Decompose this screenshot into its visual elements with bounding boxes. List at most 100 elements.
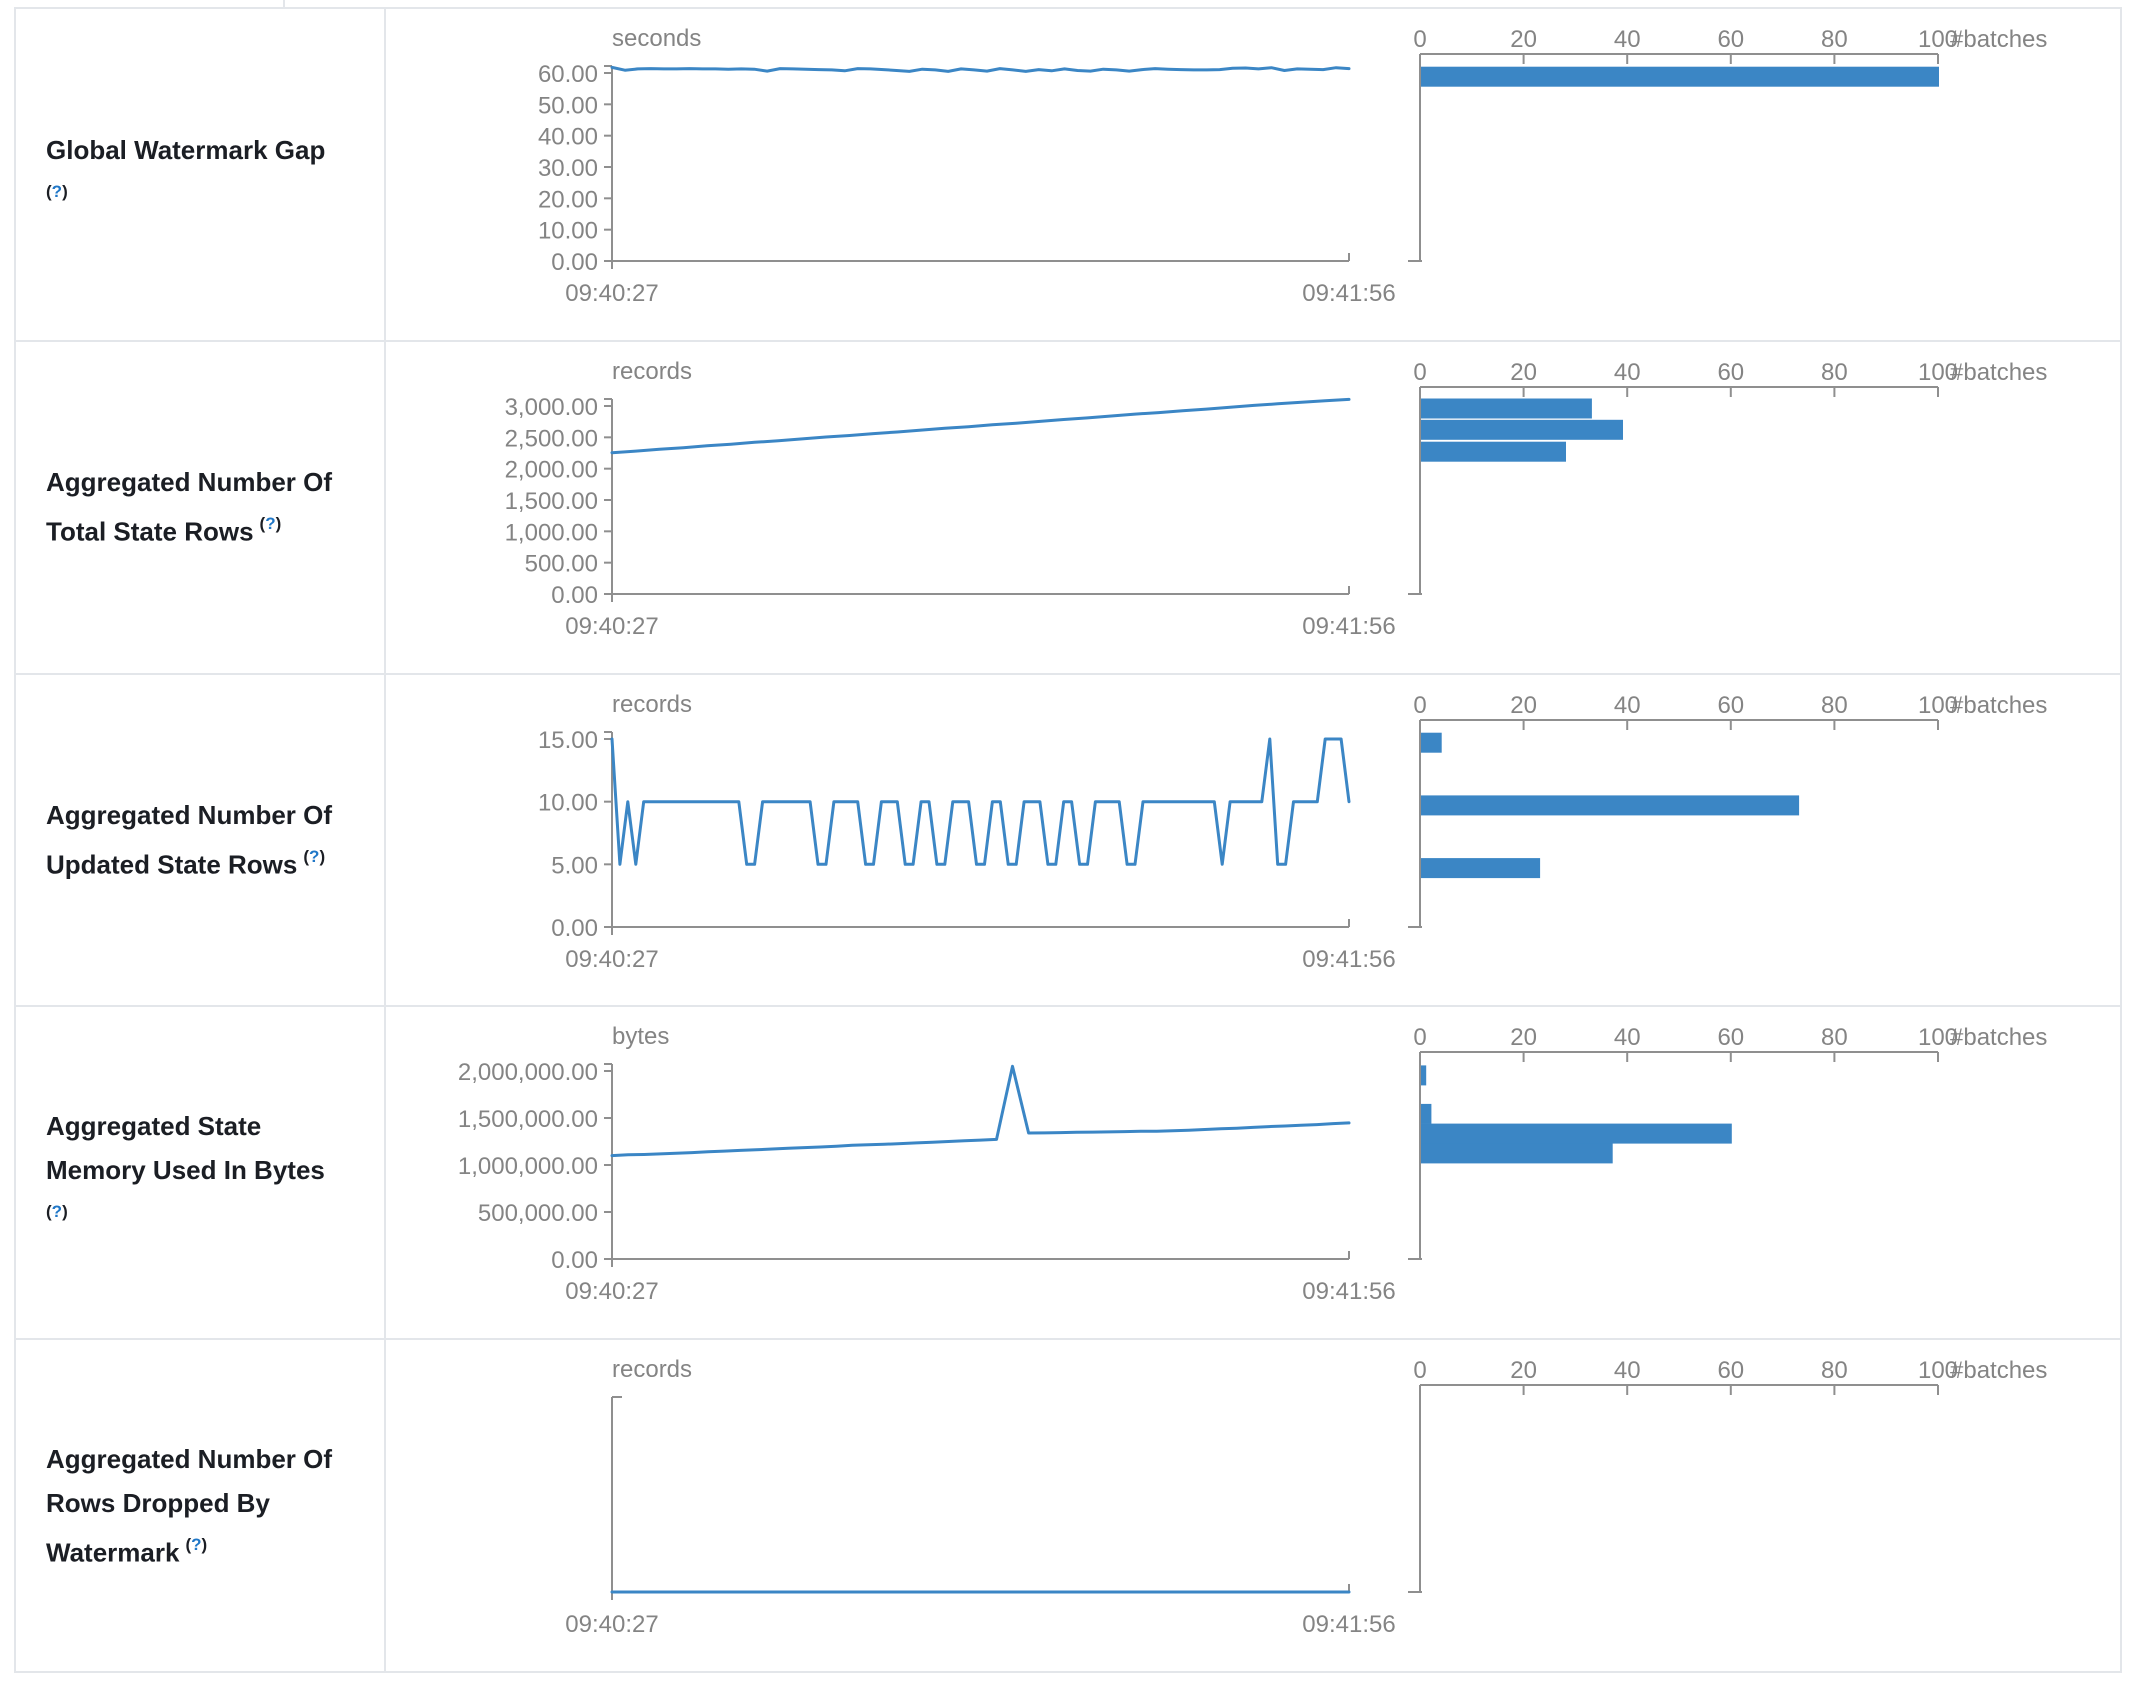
y-tick-label: 40.00: [538, 124, 598, 151]
metric-label-cell: Aggregated Number Of Rows Dropped By Water…: [16, 1340, 386, 1671]
metric-row: Aggregated Number Of Rows Dropped By Water…: [16, 1338, 2120, 1671]
metric-title: Aggregated Number Of: [46, 800, 333, 831]
histogram-bar: [1421, 732, 1442, 753]
metric-title: Aggregated State: [46, 1110, 262, 1141]
metric-title: Watermark: [46, 1537, 180, 1568]
help-paren-open: (: [185, 1534, 192, 1554]
metric-line: [610, 65, 1351, 73]
hist-x-tick-label: 80: [1821, 359, 1848, 386]
y-tick-label: 10.00: [538, 218, 598, 245]
metric-title: Global Watermark Gap: [46, 134, 326, 165]
hist-x-tick-label: 20: [1510, 26, 1537, 53]
metric-title: Aggregated Number Of: [46, 1443, 333, 1474]
hist-x-tick-label: 60: [1717, 692, 1744, 719]
timeline-chart: bytes 2,000,000.00 1,500,000.00 1,000,000.0…: [458, 1023, 1396, 1305]
histogram-chart: 0 20 40 60 80 100#batches: [1408, 692, 2047, 928]
hist-x-tick-label: 20: [1510, 692, 1537, 719]
batches-axis-label: #batches: [1950, 1024, 2047, 1051]
metric-row: Aggregated Number Of Total State Rows (?) r…: [16, 339, 2120, 673]
hist-x-tick-label: 60: [1717, 1024, 1744, 1051]
hist-x-tick-label: 0: [1413, 26, 1426, 53]
histogram-chart: 0 20 40 60 80 100#batches: [1408, 359, 2047, 595]
x-tick-label-end: 09:41:56: [1302, 1611, 1395, 1638]
help-badge: (?): [46, 182, 68, 201]
timeline-cell: seconds 60.00 50.00 40.00 30.00 20.00 10.00 0.0…: [386, 9, 1396, 340]
help-paren-open: (: [46, 1201, 52, 1221]
y-tick-label: 500.00: [525, 550, 598, 577]
timeline-cell: records 15.00 10.00 5.00 0.00 09:40:27 09:41:5…: [386, 675, 1396, 1006]
help-link[interactable]: ?: [51, 1201, 63, 1221]
histogram-bar: [1421, 66, 1939, 87]
timeline-chart: records 3,000.00 2,500.00 2,000.00 1,500.00 1…: [505, 358, 1396, 640]
x-tick-label-start: 09:40:27: [565, 1278, 658, 1305]
y-tick-label: 10.00: [538, 789, 598, 816]
histogram-cell: 0 20 40 60 80 100 #batches: [1388, 1340, 2124, 1671]
histogram-chart: 0 20 40 60 80 100#batches: [1408, 26, 2047, 262]
x-tick-label-start: 09:40:27: [565, 1611, 658, 1638]
y-tick-label: 500,000.00: [478, 1200, 598, 1227]
histogram-bar: [1421, 857, 1541, 878]
help-link[interactable]: ?: [191, 1534, 202, 1554]
hist-x-tick-label: 0: [1413, 1024, 1426, 1051]
help-paren-close: ): [62, 181, 68, 201]
unit-label: bytes: [612, 1023, 669, 1050]
histogram-bar: [1421, 794, 1800, 815]
hist-x-tick-label: 0: [1413, 359, 1426, 386]
hist-x-tick-label: 20: [1510, 359, 1537, 386]
top-remnant-divider: [283, 0, 285, 7]
y-tick-label: 0.00: [551, 582, 598, 609]
y-tick-label: 1,500,000.00: [458, 1106, 598, 1133]
help-link[interactable]: ?: [51, 181, 63, 201]
hist-x-tick-label: 60: [1717, 26, 1744, 53]
hist-x-tick-label: 40: [1614, 26, 1641, 53]
y-tick-label: 50.00: [538, 92, 598, 119]
histogram-bar: [1421, 1123, 1732, 1144]
hist-x-tick-label: 100: [1918, 1024, 1958, 1051]
unit-label: records: [612, 691, 692, 718]
y-tick-label: 1,000,000.00: [458, 1153, 598, 1180]
hist-x-tick-label: 20: [1510, 1024, 1537, 1051]
hist-x-tick-label: 0: [1413, 1357, 1426, 1384]
help-badge: (?): [303, 847, 325, 866]
x-tick-label-start: 09:40:27: [565, 280, 658, 307]
metric-title: Updated State Rows: [46, 849, 298, 880]
y-tick-label: 3,000.00: [505, 394, 598, 421]
histogram-cell: 0 20 40 60 80 100 #batches: [1388, 1007, 2124, 1338]
metric-title: Memory Used In Bytes: [46, 1154, 325, 1185]
metric-title: Total State Rows: [46, 517, 254, 548]
help-link[interactable]: ?: [309, 847, 320, 867]
metric-line: [610, 1065, 1351, 1158]
metric-title: Rows Dropped By: [46, 1487, 270, 1518]
histogram-chart: 0 20 40 60 80 100#batches: [1408, 1024, 2047, 1261]
timeline-cell: records 09:40:27 09:41:56: [386, 1340, 1395, 1671]
y-tick-label: 20.00: [538, 186, 598, 213]
batches-axis-label: #batches: [1950, 692, 2047, 719]
hist-x-tick-label: 0: [1413, 692, 1426, 719]
histogram-bar: [1421, 1104, 1432, 1125]
metric-label-cell: Aggregated Number Of Updated State Rows (?…: [16, 674, 386, 1006]
x-tick-label-end: 09:41:56: [1302, 280, 1395, 307]
help-paren-close: ): [275, 514, 282, 534]
timeline-chart: seconds 60.00 50.00 40.00 30.00 20.00 10.00 0.0…: [538, 25, 1396, 307]
y-tick-label: 1,000.00: [505, 519, 598, 546]
y-tick-label: 15.00: [538, 727, 598, 754]
y-tick-label: 0.00: [551, 915, 598, 942]
batches-axis-label: #batches: [1950, 26, 2047, 53]
timeline-cell: bytes 2,000,000.00 1,500,000.00 1,000,000.0…: [386, 1007, 1396, 1338]
batches-axis-label: #batches: [1950, 1357, 2047, 1384]
hist-x-tick-label: 80: [1821, 26, 1848, 53]
help-badge: (?): [46, 1202, 68, 1221]
help-paren-open: (: [46, 181, 52, 201]
histogram-bar: [1421, 419, 1623, 440]
hist-x-tick-label: 100: [1918, 692, 1958, 719]
y-tick-label: 0.00: [551, 1247, 598, 1274]
help-link[interactable]: ?: [265, 514, 276, 534]
x-tick-label-end: 09:41:56: [1302, 946, 1395, 973]
batches-axis-label: #batches: [1950, 359, 2047, 386]
histogram-chart: 0 20 40 60 80 100#batches: [1408, 1357, 2047, 1594]
metric-label-cell: Global Watermark Gap (?): [16, 9, 386, 340]
metric-row: Global Watermark Gap (?) seconds 60.00 50.00…: [16, 9, 2120, 340]
x-tick-label-end: 09:41:56: [1302, 1278, 1395, 1305]
unit-label: records: [612, 358, 692, 385]
timeline-cell: records 3,000.00 2,500.00 2,000.00 1,500.00 1…: [386, 342, 1396, 673]
